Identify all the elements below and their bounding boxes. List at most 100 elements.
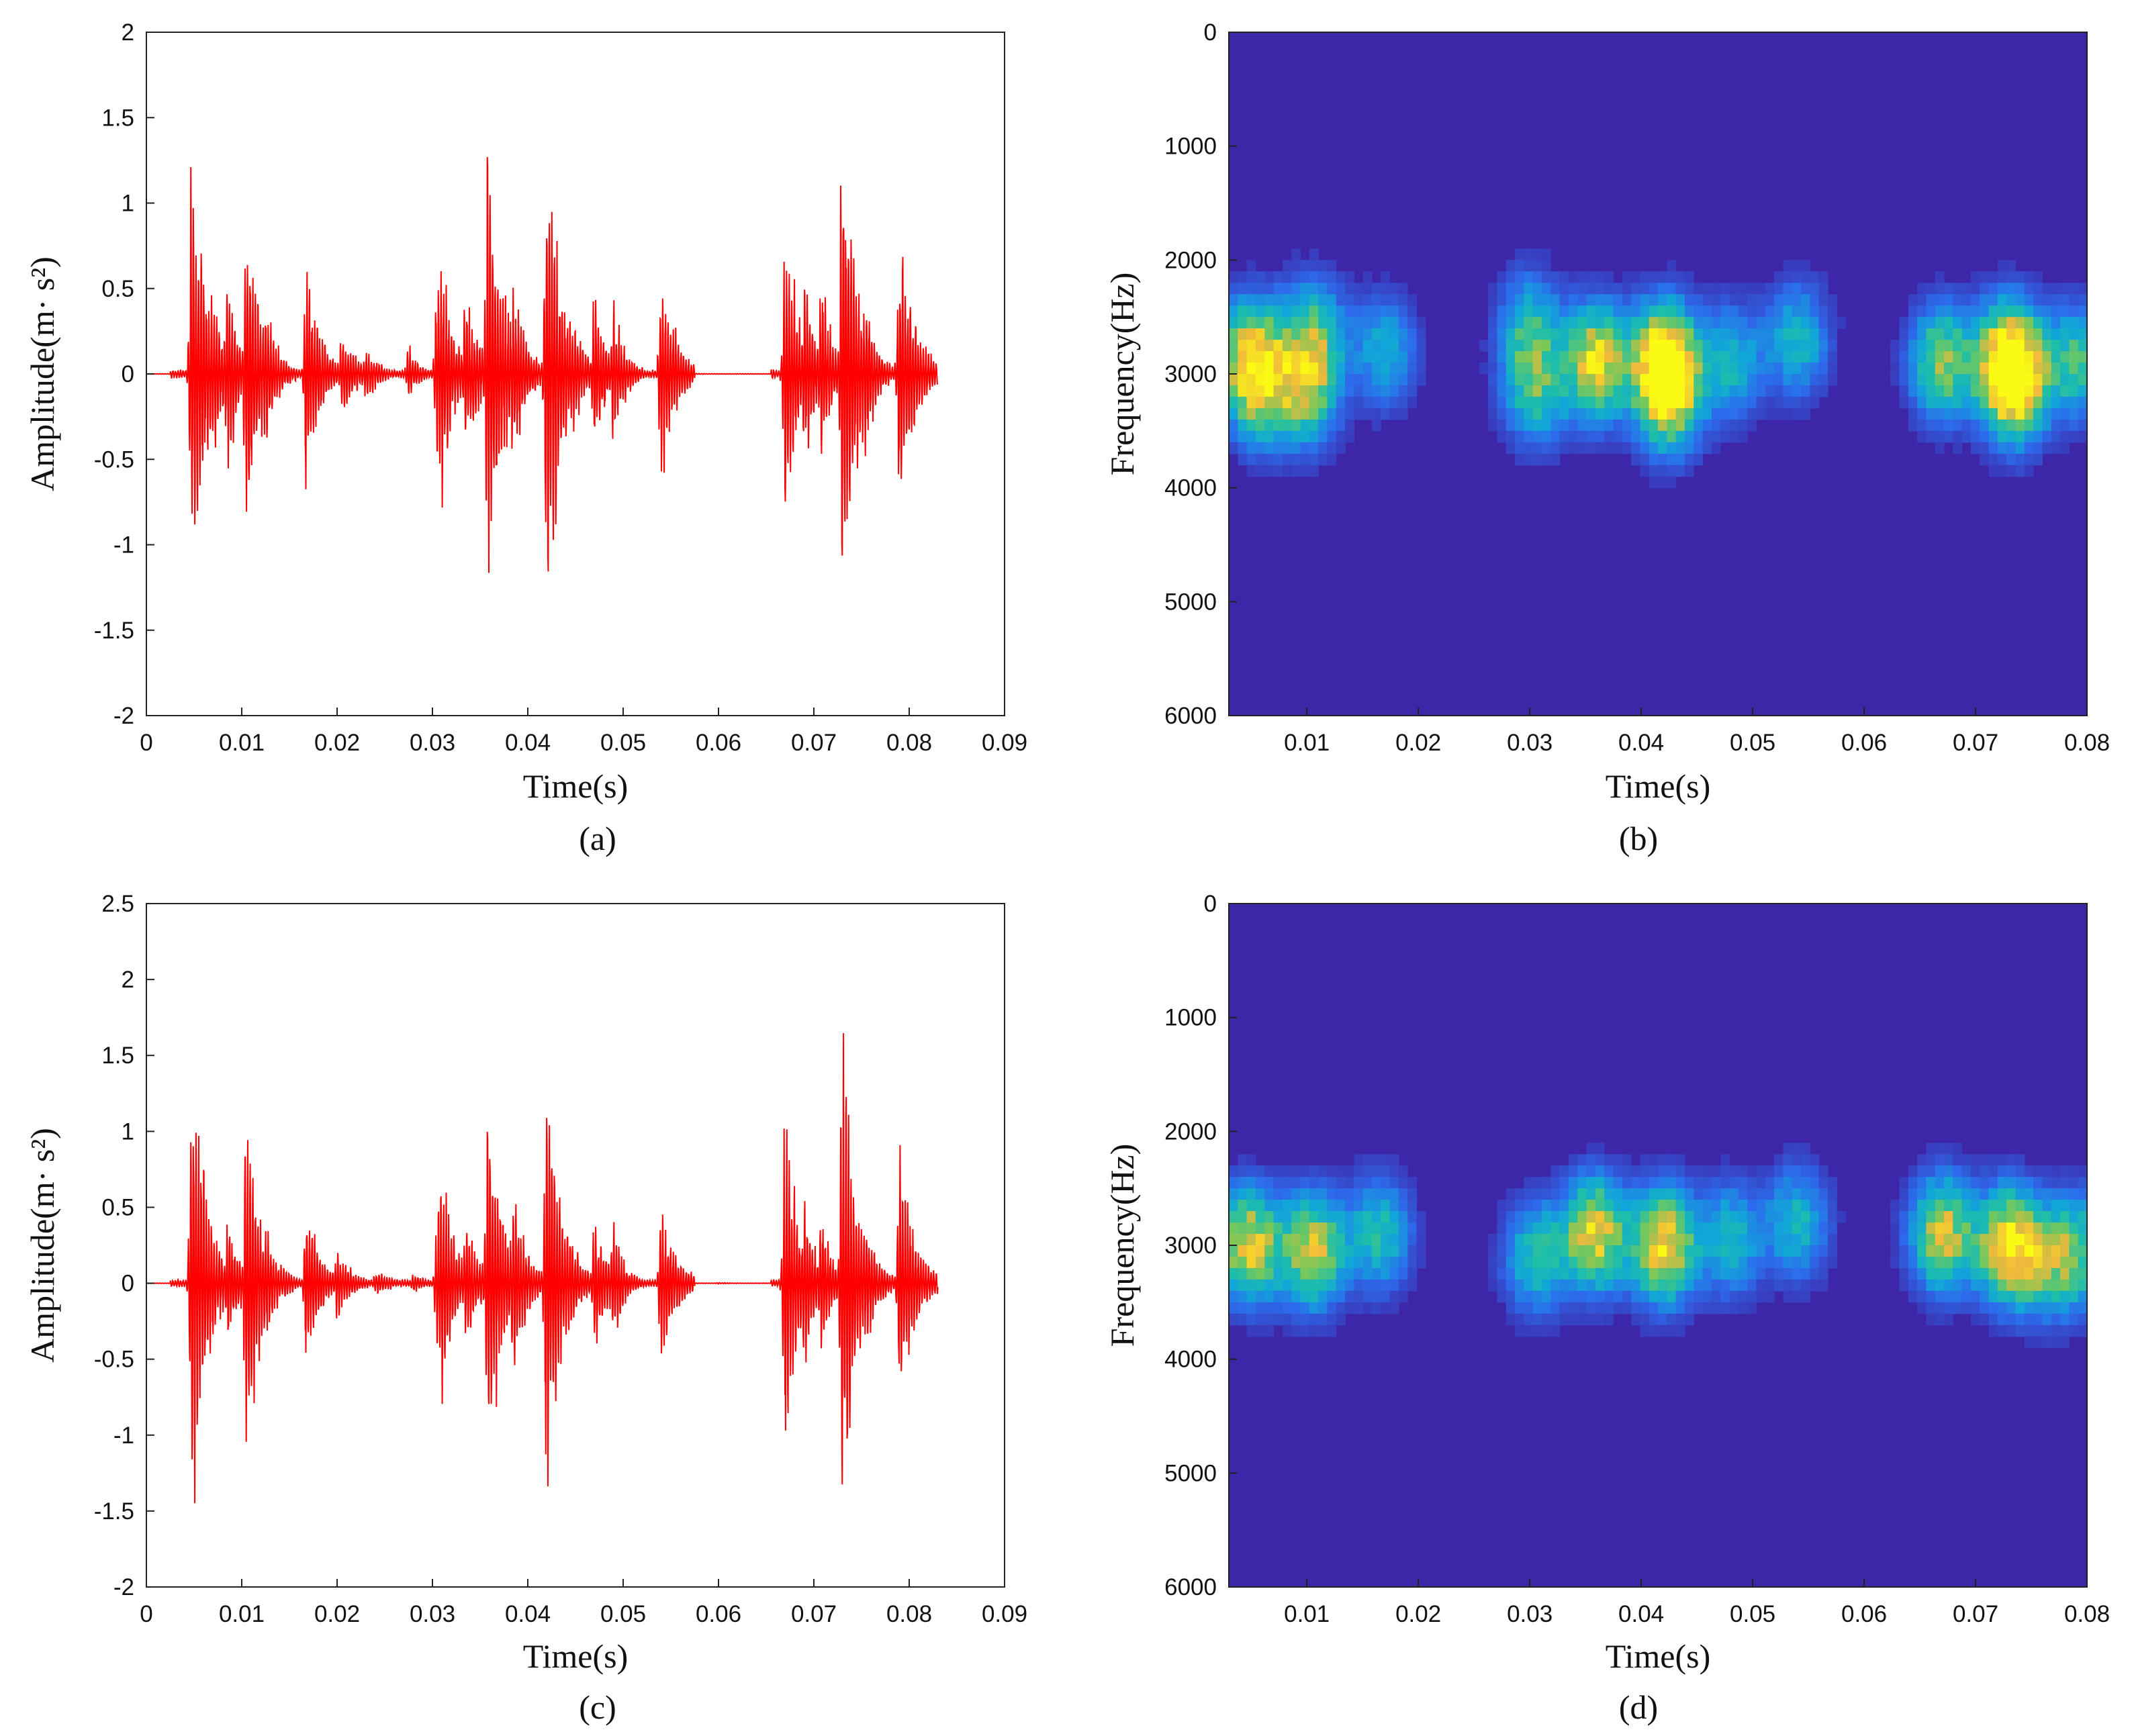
panel-b-heat-cell bbox=[1631, 340, 1640, 352]
panel-b-heat-cell bbox=[2033, 305, 2043, 318]
panel-d-heat-cell bbox=[1515, 1234, 1524, 1246]
panel-b-heat-cell bbox=[1658, 340, 1667, 352]
panel-d-heat-cell bbox=[1640, 1165, 1650, 1177]
panel-d-heat-cell bbox=[1961, 1267, 1972, 1280]
panel-d-heat-cell bbox=[1961, 1222, 1972, 1235]
panel-b-heat-cell bbox=[2051, 442, 2061, 454]
panel-d-heat-cell bbox=[2060, 1290, 2070, 1303]
panel-b-heat-cell bbox=[1604, 385, 1614, 397]
panel-b-heat-cell bbox=[1524, 328, 1534, 340]
panel-b-heat-cell bbox=[1604, 271, 1614, 283]
panel-d-heat-cell bbox=[1667, 1234, 1677, 1246]
panel-d-heat-cell bbox=[1318, 1257, 1328, 1269]
panel-b-heat-cell bbox=[1300, 283, 1310, 295]
panel-d-heat-cell bbox=[1264, 1279, 1274, 1292]
panel-b-x-tick-label: 0.04 bbox=[1618, 730, 1664, 756]
panel-d-heat-cell bbox=[1604, 1165, 1614, 1177]
panel-d-heat-cell bbox=[1416, 1257, 1426, 1269]
panel-b-heat-cell bbox=[2033, 396, 2043, 409]
panel-d-heat-cell bbox=[1640, 1257, 1650, 1269]
panel-b-heat-cell bbox=[1246, 385, 1256, 397]
panel-d-y-tick-label: 1000 bbox=[1164, 1005, 1217, 1031]
panel-b-heat-cell bbox=[1747, 407, 1757, 420]
panel-b-heat-cell bbox=[1604, 305, 1614, 318]
panel-b-heat-cell bbox=[1970, 340, 1980, 352]
panel-b-heat-cell bbox=[2042, 363, 2052, 375]
panel-b-heat-cell bbox=[1720, 328, 1730, 340]
panel-b-heat-cell bbox=[1774, 305, 1783, 318]
panel-d-heat-cell bbox=[1970, 1177, 1980, 1189]
panel-d-heat-cell bbox=[1783, 1234, 1793, 1246]
panel-b-heat-cell bbox=[1765, 407, 1775, 420]
panel-b-heat-cell bbox=[2069, 374, 2079, 386]
panel-b-heat-cell bbox=[1273, 283, 1283, 295]
panel-b-heat-group bbox=[1229, 248, 2088, 489]
panel-b-heat-cell bbox=[1381, 283, 1391, 295]
panel-d-heat-cell bbox=[2069, 1279, 2079, 1292]
panel-b-heat-cell bbox=[1702, 305, 1712, 318]
panel-b-heat-cell bbox=[1917, 430, 1927, 443]
panel-b-heat-cell bbox=[1229, 442, 1238, 454]
panel-b-heat-cell bbox=[1264, 385, 1274, 397]
panel-b-heat-cell bbox=[1488, 385, 1497, 397]
panel-b-heat-cell bbox=[1961, 351, 1972, 363]
panel-d-heat-cell bbox=[2015, 1222, 2025, 1235]
panel-d-heat-cell bbox=[1917, 1290, 1927, 1303]
panel-d-heat-cell bbox=[1684, 1188, 1694, 1200]
panel-c-y-tick-label: -2 bbox=[113, 1574, 134, 1600]
panel-d-heat-cell bbox=[2024, 1257, 2034, 1269]
panel-d-heat-cell bbox=[1282, 1234, 1292, 1246]
panel-d-heat-cell bbox=[1961, 1200, 1972, 1212]
panel-b-heat-cell bbox=[1970, 442, 1980, 454]
panel-d-heat-cell bbox=[1738, 1177, 1748, 1189]
panel-c-x-tick-label: 0.05 bbox=[600, 1601, 646, 1627]
panel-b-heat-cell bbox=[1694, 317, 1704, 329]
panel-d-heat-cell bbox=[1649, 1211, 1659, 1223]
panel-b-heat-cell bbox=[1300, 328, 1310, 340]
panel-d-heat-cell bbox=[1246, 1257, 1256, 1269]
panel-b-heat-cell bbox=[1524, 442, 1534, 454]
panel-d-heat-cell bbox=[2033, 1222, 2043, 1235]
panel-b-heat-cell bbox=[1926, 419, 1936, 432]
panel-d-heat-cell bbox=[1264, 1302, 1274, 1314]
panel-b-heat-cell bbox=[1631, 453, 1640, 466]
panel-d-heat-cell bbox=[1541, 1257, 1551, 1269]
panel-b-heat-cell bbox=[1675, 442, 1685, 454]
panel-b-heat-cell bbox=[1926, 351, 1936, 363]
panel-d-heat-cell bbox=[1398, 1234, 1408, 1246]
panel-b-heat-cell bbox=[1908, 419, 1918, 432]
panel-b-heat-cell bbox=[1675, 340, 1685, 352]
panel-b-heat-cell bbox=[1747, 374, 1757, 386]
panel-b-heat-cell bbox=[1336, 271, 1346, 283]
panel-d-heat-cell bbox=[1774, 1177, 1783, 1189]
panel-d-heat-cell bbox=[2060, 1257, 2070, 1269]
panel-d-heat-cell bbox=[1756, 1165, 1766, 1177]
panel-b-heat-cell bbox=[1327, 317, 1337, 329]
panel-d-heat-cell bbox=[2033, 1245, 2043, 1257]
panel-d-heat-cell bbox=[1309, 1279, 1319, 1292]
panel-b-heat-cell bbox=[1667, 351, 1677, 363]
panel-b-heat-cell bbox=[2078, 374, 2088, 386]
panel-b-heat-cell bbox=[2015, 374, 2025, 386]
panel-b-heat-cell bbox=[1774, 294, 1783, 306]
panel-b-heat-cell bbox=[1675, 351, 1685, 363]
panel-b-heat-cell bbox=[1577, 442, 1587, 454]
panel-b-heat-cell bbox=[1541, 294, 1551, 306]
panel-d-heat-cell bbox=[1604, 1313, 1614, 1326]
panel-b-heat-cell bbox=[1550, 385, 1561, 397]
panel-b-heat-cell bbox=[1613, 283, 1623, 295]
panel-d-heat-cell bbox=[1515, 1200, 1524, 1212]
panel-d-heat-cell bbox=[1649, 1188, 1659, 1200]
panel-d-heat-cell bbox=[1631, 1302, 1640, 1314]
panel-b-heat-cell bbox=[1497, 340, 1507, 352]
panel-d-heat-cell bbox=[1372, 1154, 1381, 1166]
panel-d-heat-cell bbox=[1675, 1279, 1685, 1292]
panel-d-heat-cell bbox=[1756, 1200, 1766, 1212]
panel-b-heat-cell bbox=[1658, 419, 1667, 432]
panel-b-heat-cell bbox=[1711, 283, 1721, 295]
panel-b-heat-cell bbox=[2033, 442, 2043, 454]
panel-d-heat-cell bbox=[1783, 1290, 1793, 1303]
panel-b-heat-cell bbox=[1667, 305, 1677, 318]
panel-d-heat-cell bbox=[2006, 1313, 2017, 1326]
panel-d-heat-cell bbox=[1658, 1211, 1667, 1223]
